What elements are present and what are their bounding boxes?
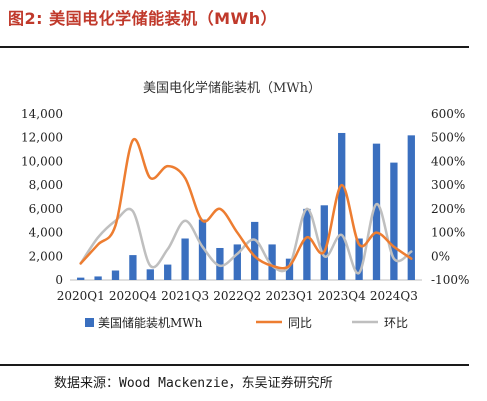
bar	[94, 276, 102, 280]
y-right-tick-label: 400%	[431, 154, 465, 168]
series-line	[79, 138, 413, 270]
legend-swatch	[85, 318, 94, 327]
bar	[146, 269, 154, 280]
legend: 美国储能装机MWh 同比 环比	[85, 315, 408, 330]
x-tick-label: 2023Q4	[318, 289, 366, 303]
y-left-tick-label: 4,000	[29, 226, 63, 240]
y-right-tick-label: 600%	[431, 107, 465, 121]
x-tick-label: 2022Q2	[213, 289, 261, 303]
bar	[77, 277, 85, 280]
bar	[164, 264, 172, 280]
x-axis-ticks: 2020Q1 2020Q4 2021Q3 2022Q2 2023Q1 2023Q4 2024…	[57, 289, 418, 303]
bar	[268, 244, 276, 280]
legend-label: 同比	[288, 316, 312, 330]
bar	[303, 208, 311, 280]
bar	[320, 205, 328, 280]
legend-label: 环比	[384, 316, 408, 330]
x-tick-label: 2021Q3	[161, 289, 209, 303]
bar	[181, 238, 189, 280]
bar	[111, 270, 120, 280]
y-axis-right: -100% 0% 100% 200% 300% 400% 500% 600%	[431, 107, 469, 287]
x-tick-label: 2023Q1	[265, 289, 313, 303]
y-left-tick-label: 0	[55, 273, 63, 287]
bar	[355, 238, 363, 280]
y-left-tick-label: 14,000	[21, 107, 63, 121]
x-tick-label: 2024Q3	[370, 289, 418, 303]
chart-title: 美国电化学储能装机（MWh）	[143, 80, 321, 96]
line-series	[79, 138, 413, 275]
y-right-tick-label: 200%	[431, 202, 465, 216]
bar	[216, 247, 224, 280]
y-right-tick-label: 500%	[431, 131, 465, 145]
legend-label: 美国储能装机MWh	[98, 315, 203, 330]
bottom-rule	[0, 364, 469, 366]
y-left-tick-label: 6,000	[29, 202, 63, 216]
bar	[372, 143, 381, 280]
top-rule	[0, 46, 469, 48]
x-tick-label: 2020Q4	[109, 289, 157, 303]
y-right-tick-label: 0%	[431, 249, 450, 263]
series-line	[79, 202, 413, 275]
bar-series	[77, 132, 415, 280]
bar	[338, 132, 346, 280]
bar	[129, 255, 137, 280]
y-left-tick-label: 2,000	[29, 249, 63, 263]
y-right-tick-label: 100%	[431, 226, 465, 240]
y-axis-left: 0 2,000 4,000 6,000 8,000 10,000 12,000 14,000	[21, 107, 63, 287]
y-left-tick-label: 8,000	[29, 178, 63, 192]
bar	[390, 162, 398, 280]
figure-title: 图2: 美国电化学储能装机（MWh）	[8, 5, 277, 29]
figure-label: 图2:	[8, 9, 44, 28]
bar	[198, 219, 207, 280]
bar	[407, 135, 415, 280]
y-right-tick-label: -100%	[431, 273, 469, 287]
y-left-tick-label: 12,000	[21, 131, 63, 145]
x-tick-label: 2020Q1	[57, 289, 105, 303]
bar	[251, 221, 259, 280]
bar	[233, 244, 241, 280]
bar	[285, 258, 294, 280]
figure-caption: 美国电化学储能装机（MWh）	[49, 9, 278, 28]
y-left-tick-label: 10,000	[21, 154, 63, 168]
y-right-tick-label: 300%	[431, 178, 465, 192]
source-note: 数据来源：Wood Mackenzie，东吴证券研究所	[54, 376, 333, 391]
